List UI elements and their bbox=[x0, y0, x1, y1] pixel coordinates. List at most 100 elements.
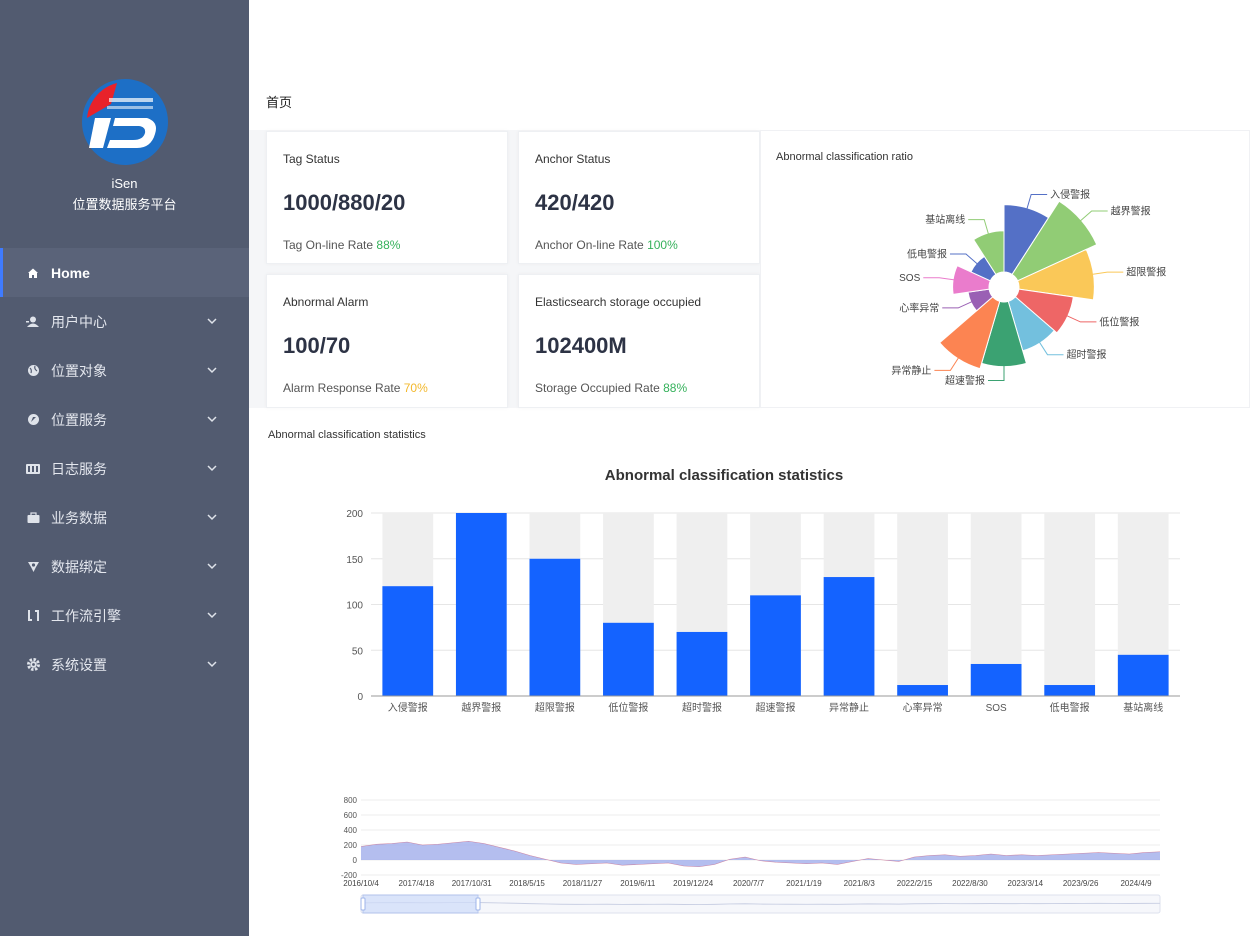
rose-slice bbox=[1016, 248, 1095, 301]
bar-x-tick: 超限警报 bbox=[535, 701, 575, 714]
bar-x-tick: 心率异常 bbox=[903, 701, 943, 714]
sidebar: iSen 位置数据服务平台 Home 用户中心 位置对象 bbox=[0, 0, 249, 936]
chevron-down-icon bbox=[207, 318, 217, 325]
bar bbox=[823, 577, 875, 696]
area-x-tick: 2019/6/11 bbox=[620, 879, 656, 888]
area-x-tick: 2021/8/3 bbox=[844, 879, 876, 888]
area-x-tick: 2022/8/30 bbox=[952, 879, 988, 888]
location-icon bbox=[26, 413, 40, 427]
rose-label-line bbox=[934, 354, 961, 371]
isen-logo bbox=[81, 79, 168, 165]
rose-label: 超限警报 bbox=[1126, 266, 1166, 279]
rose-label-line bbox=[968, 219, 990, 237]
bar-y-tick: 100 bbox=[346, 601, 363, 612]
rose-label-line bbox=[1089, 271, 1124, 276]
abnormal-alarm-card: Abnormal Alarm 100/70 Alarm Response Rat… bbox=[266, 274, 508, 408]
bar bbox=[897, 685, 948, 696]
storage-card: Elasticsearch storage occupied 102400M S… bbox=[518, 274, 760, 408]
area-x-tick: 2017/4/18 bbox=[399, 879, 435, 888]
rate-value: 88% bbox=[663, 381, 688, 395]
sidebar-item-label: 位置服务 bbox=[51, 411, 107, 428]
bar-background bbox=[897, 513, 948, 696]
rose-label-line bbox=[1037, 339, 1064, 356]
rose-slice bbox=[1011, 200, 1098, 282]
card-value: 1000/880/20 bbox=[283, 190, 406, 215]
card-title: Abnormal Alarm bbox=[283, 295, 369, 309]
brand-name: iSen bbox=[111, 176, 138, 191]
zoom-handle-left[interactable] bbox=[360, 897, 366, 911]
card-title: Tag Status bbox=[283, 152, 340, 166]
bar-x-tick: 入侵警报 bbox=[388, 701, 428, 714]
bar-chart-title: Abnormal classification statistics bbox=[605, 467, 843, 484]
brand-subtitle: 位置数据服务平台 bbox=[72, 197, 177, 212]
time-series-chart: -200 0 200 400 600 800 2016/10/4 2017/4/18 2017/… bbox=[341, 796, 1161, 914]
rose-label-line bbox=[1063, 313, 1097, 323]
bind-icon bbox=[26, 560, 40, 574]
bar bbox=[1044, 685, 1096, 696]
card-title: Elasticsearch storage occupied bbox=[535, 295, 702, 309]
sidebar-item-business-data[interactable]: 业务数据 bbox=[0, 493, 249, 542]
rate-value: 100% bbox=[647, 238, 678, 252]
sidebar-item-location-objects[interactable]: 位置对象 bbox=[0, 346, 249, 395]
area-x-tick: 2018/5/15 bbox=[509, 879, 545, 888]
rate-label: Alarm Response Rate bbox=[283, 381, 401, 395]
rate-label: Tag On-line Rate bbox=[283, 238, 374, 252]
area-fill bbox=[361, 841, 1160, 867]
bar-background bbox=[1044, 513, 1096, 696]
ratio-panel-title: Abnormal classification ratio bbox=[776, 151, 913, 163]
chevron-down-icon bbox=[207, 367, 217, 374]
rose-label-line bbox=[923, 277, 958, 281]
rose-label: 异常静止 bbox=[891, 364, 931, 377]
bar-x-tick: 基站离线 bbox=[1123, 701, 1163, 714]
rose-slice bbox=[1003, 204, 1050, 276]
sidebar-item-user-center[interactable]: 用户中心 bbox=[0, 297, 249, 346]
sidebar-item-label: 数据绑定 bbox=[51, 558, 107, 575]
zoom-handle-right[interactable] bbox=[475, 897, 481, 911]
bar-y-tick: 200 bbox=[346, 509, 363, 520]
area-y-tick: 600 bbox=[344, 811, 358, 820]
bar bbox=[603, 622, 654, 696]
briefcase-icon bbox=[26, 511, 40, 525]
bar bbox=[1117, 654, 1169, 696]
chevron-down-icon bbox=[207, 612, 217, 619]
sidebar-item-location-services[interactable]: 位置服务 bbox=[0, 395, 249, 444]
bar bbox=[676, 631, 728, 696]
area-x-tick: 2018/11/27 bbox=[563, 879, 603, 888]
area-x-tick: 2021/1/19 bbox=[786, 879, 822, 888]
sidebar-item-log-services[interactable]: 日志服务 bbox=[0, 444, 249, 493]
breadcrumb[interactable]: 首页 bbox=[266, 95, 293, 110]
log-icon bbox=[26, 462, 40, 476]
bar bbox=[529, 558, 581, 696]
workflow-icon bbox=[26, 609, 40, 623]
gear-icon bbox=[26, 658, 40, 672]
area-x-tick: 2023/3/14 bbox=[1008, 879, 1044, 888]
rose-label: 入侵警报 bbox=[1050, 188, 1090, 201]
globe-icon bbox=[26, 364, 40, 378]
sidebar-item-home[interactable]: Home bbox=[0, 248, 249, 297]
area-x-tick: 2020/7/7 bbox=[733, 879, 765, 888]
bar-x-tick: 超速警报 bbox=[756, 701, 796, 714]
area-x-tick: 2016/10/4 bbox=[343, 879, 379, 888]
rose-label: 基站离线 bbox=[925, 213, 965, 226]
sidebar-item-data-binding[interactable]: 数据绑定 bbox=[0, 542, 249, 591]
area-x-tick: 2017/10/31 bbox=[452, 879, 493, 888]
sidebar-item-label: Home bbox=[51, 264, 90, 281]
bar-y-tick: 50 bbox=[352, 646, 364, 657]
bar-chart: Abnormal classification statistics 0 50 100… bbox=[346, 467, 1180, 714]
zoom-window[interactable] bbox=[362, 894, 479, 914]
area-x-tick: 2023/9/26 bbox=[1063, 879, 1099, 888]
sidebar-item-workflow-engine[interactable]: 工作流引擎 bbox=[0, 591, 249, 640]
rose-label: 低电警报 bbox=[907, 248, 947, 261]
rose-label-line bbox=[942, 299, 975, 309]
bar-x-tick: SOS bbox=[986, 703, 1007, 714]
area-y-tick: 200 bbox=[344, 841, 358, 850]
rose-label-line bbox=[1077, 210, 1108, 224]
area-y-tick: 400 bbox=[344, 826, 358, 835]
sidebar-item-system-settings[interactable]: 系统设置 bbox=[0, 640, 249, 689]
rose-label-line bbox=[988, 362, 1005, 382]
card-value: 420/420 bbox=[535, 190, 615, 215]
bar-x-tick: 超时警报 bbox=[682, 701, 722, 714]
sidebar-item-label: 业务数据 bbox=[51, 509, 107, 526]
rose-label: 低位警报 bbox=[1099, 315, 1139, 328]
home-icon bbox=[26, 266, 40, 280]
